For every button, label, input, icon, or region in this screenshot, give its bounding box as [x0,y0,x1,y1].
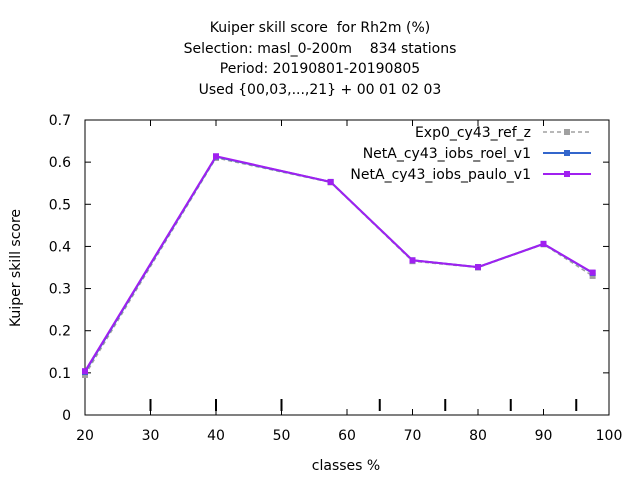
data-point [589,269,596,276]
x-tick-label: 60 [338,428,356,444]
y-axis-label: Kuiper skill score [8,209,24,327]
y-tick-label: 0 [62,408,71,424]
title-line-4: Used {00,03,...,21} + 00 01 02 03 [198,81,442,98]
title-line-1: Kuiper skill score for Rh2m (%) [209,20,431,36]
x-tick-label: 50 [273,428,291,444]
axes: 0 0.1 0.2 0.3 0.4 0.5 0.6 0.7 20 30 40 50 60 70 80 90 10… [49,113,623,444]
legend-label: NetA_cy43_iobs_paulo_v1 [350,167,531,183]
data-point [213,153,219,160]
x-tick-label: 40 [207,428,225,444]
series-line [84,155,594,372]
y-tick-label: 0.5 [49,197,71,213]
legend-marker [564,171,570,177]
x-tick-label: 30 [142,428,160,444]
x-tick-label: 90 [535,428,553,444]
title-line-2: Selection: masl_0-200m 834 stations [183,40,457,57]
y-tick-label: 0.3 [49,282,71,298]
legend-marker [564,150,570,156]
data-point [475,264,481,271]
x-tick-label: 70 [404,428,422,444]
data-point [82,368,88,375]
chart-title: Kuiper skill score for Rh2m (%) Selectio… [0,18,640,100]
y-tick-label: 0.7 [49,113,71,129]
data-point [409,257,416,264]
title-line-3: Period: 20190801-20190805 [219,61,421,77]
legend-label: Exp0_cy43_ref_z [415,125,531,141]
y-tick-label: 0.6 [49,155,71,171]
plot-frame [84,119,610,416]
x-tick-label: 20 [76,428,94,444]
data-point [327,178,334,185]
legend-label: NetA_cy43_iobs_roel_v1 [363,146,531,162]
y-tick-label: 0.1 [49,366,71,382]
y-tick-label: 0.2 [49,324,71,340]
legend: Exp0_cy43_ref_z NetA_cy43_iobs_roel_v1 Net… [350,125,591,183]
series-2 [82,153,596,376]
y-tick-label: 0.4 [49,239,71,255]
x-tick-label: 100 [596,428,623,444]
series-3 [82,153,596,375]
data-point [540,240,547,247]
series-group [82,153,596,378]
x-axis-label: classes % [312,458,380,474]
legend-marker [564,129,570,135]
x-tick-label: 80 [469,428,487,444]
